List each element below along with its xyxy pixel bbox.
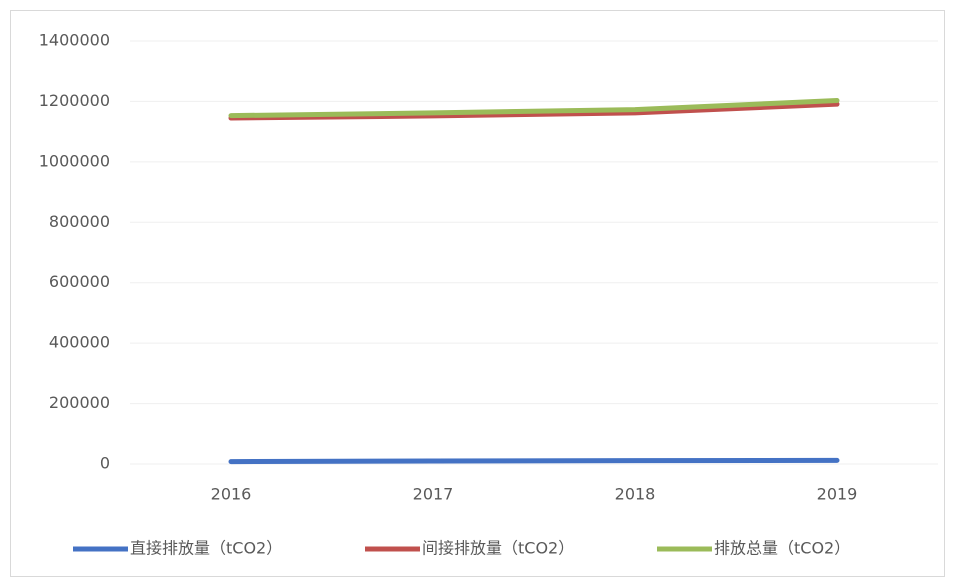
series-line — [228, 457, 840, 465]
x-tick-label: 2018 — [615, 485, 656, 504]
legend-label: 直接排放量（tCO2） — [130, 539, 282, 558]
chart-border — [10, 10, 945, 577]
y-tick-label: 1000000 — [39, 151, 110, 170]
y-tick-label: 1200000 — [39, 91, 110, 110]
x-tick-label: 2016 — [211, 485, 252, 504]
y-tick-label: 200000 — [49, 393, 110, 412]
y-tick-label: 0 — [100, 454, 110, 473]
y-tick-label: 400000 — [49, 333, 110, 352]
x-tick-label: 2017 — [413, 485, 454, 504]
y-tick-label: 1400000 — [39, 31, 110, 50]
y-tick-label: 800000 — [49, 212, 110, 231]
series-line — [228, 98, 840, 119]
legend-label: 间接排放量（tCO2） — [422, 539, 574, 558]
x-tick-label: 2019 — [817, 485, 858, 504]
series-line — [228, 101, 840, 121]
y-tick-label: 600000 — [49, 272, 110, 291]
legend-label: 排放总量（tCO2） — [714, 539, 850, 558]
